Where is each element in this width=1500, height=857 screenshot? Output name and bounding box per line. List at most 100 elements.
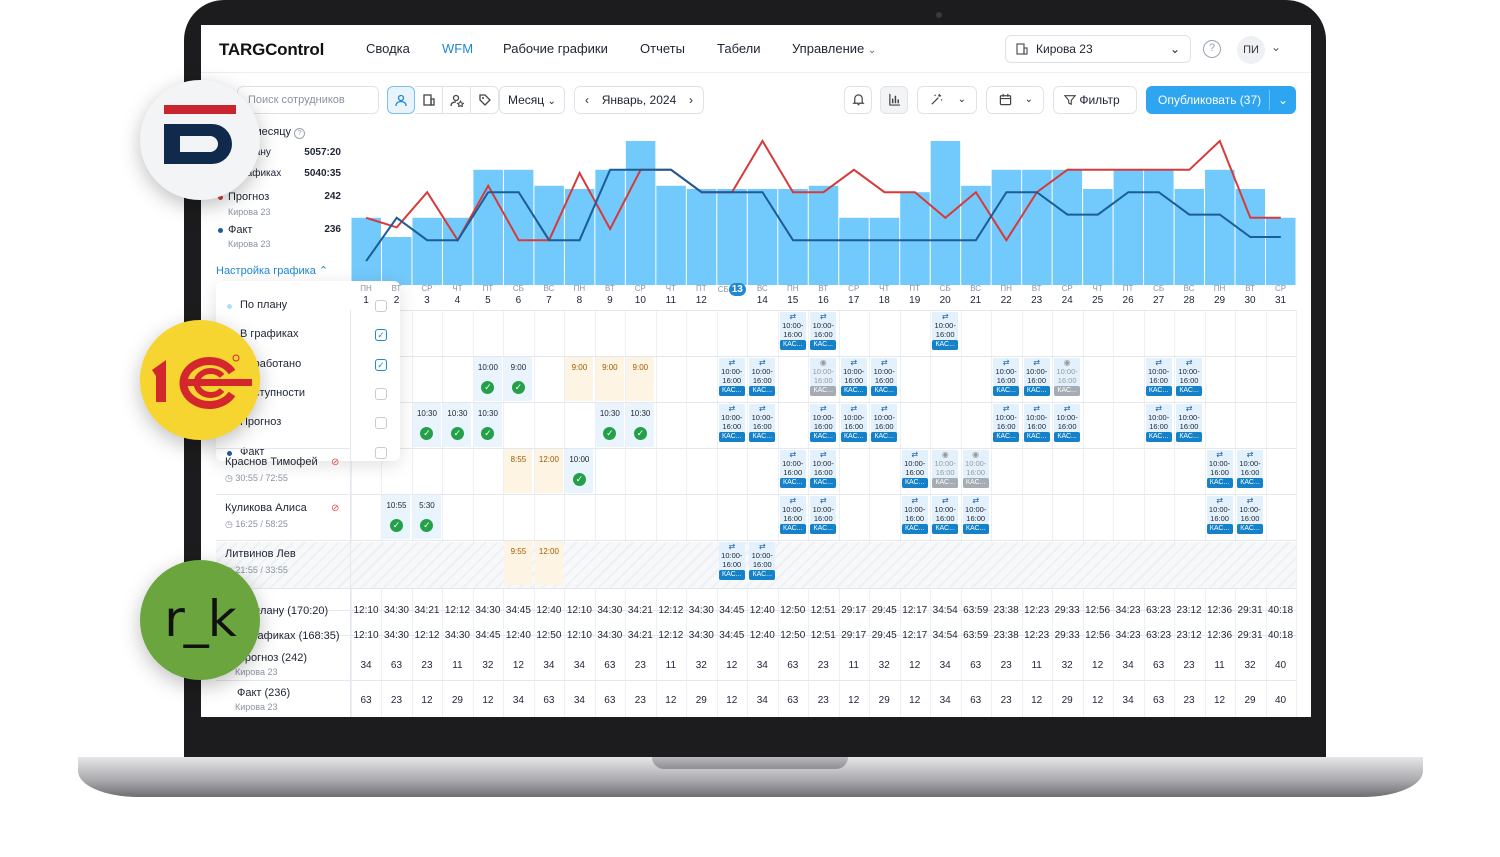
chevron-right-icon[interactable]: ›: [689, 93, 693, 107]
chart-bar[interactable]: [961, 185, 991, 285]
chart-bar[interactable]: [625, 141, 656, 285]
shift-card[interactable]: ⇄ 10:00-16:00 КАС...: [871, 358, 898, 396]
day-header[interactable]: ПН 8: [564, 283, 594, 307]
filter-button[interactable]: Фильтр: [1053, 86, 1137, 114]
shift-card[interactable]: ⇄ 10:00-16:00 КАС...: [718, 358, 745, 396]
chart-bar[interactable]: [534, 185, 564, 285]
calendar-button[interactable]: ⌄: [986, 86, 1044, 114]
shift-card[interactable]: ⇄ 10:00-16:00 КАС...: [840, 404, 867, 442]
day-header[interactable]: ПН 29: [1205, 283, 1235, 307]
shift-card[interactable]: ◉ 10:00-16:00 КАС...: [932, 450, 959, 488]
chart-bar[interactable]: [686, 189, 717, 285]
chart-bar[interactable]: [1144, 169, 1174, 285]
chart-bar[interactable]: [351, 217, 381, 285]
nav-timesheets[interactable]: Табели: [717, 41, 761, 56]
shift-card[interactable]: ⇄ 10:00-16:00 КАС...: [932, 312, 959, 350]
settings-option-label[interactable]: По плану: [240, 299, 288, 311]
chart-bar[interactable]: [747, 189, 778, 285]
settings-option-checkbox[interactable]: [375, 300, 387, 312]
day-header[interactable]: ПТ 5: [473, 283, 503, 307]
eye-off-icon[interactable]: ⊘: [331, 457, 340, 468]
shift-card[interactable]: ⇄ 10:00-16:00 КАС...: [779, 450, 806, 488]
time-cell[interactable]: 9:00: [626, 357, 655, 401]
chart-bar[interactable]: [900, 192, 930, 285]
chart-bar[interactable]: [930, 141, 961, 285]
schedule-settings-link[interactable]: Настройка графика ⌃: [216, 265, 329, 277]
shift-card[interactable]: ⇄ 10:00-16:00 КАС...: [749, 404, 776, 442]
time-cell[interactable]: 10:00 ✓: [473, 357, 502, 401]
chart-bar[interactable]: [503, 169, 534, 285]
chart-bar[interactable]: [1052, 169, 1083, 285]
day-header[interactable]: ВТ 2: [381, 283, 411, 307]
time-cell[interactable]: 5:30 ✓: [412, 495, 441, 539]
tags-view-button[interactable]: [471, 86, 499, 114]
chart-bar[interactable]: [412, 217, 442, 285]
shift-card[interactable]: ⇄ 10:00-16:00 КАС...: [1023, 358, 1050, 396]
time-cell[interactable]: 8:55: [504, 449, 533, 493]
day-header[interactable]: ПТ 26: [1113, 283, 1143, 307]
chart-bar[interactable]: [381, 237, 412, 285]
day-header[interactable]: ВС 7: [534, 283, 564, 307]
store-select[interactable]: Кирова 23 ⌄: [1005, 35, 1191, 63]
publish-button[interactable]: Опубликовать (37) ⌄: [1146, 86, 1296, 114]
period-picker[interactable]: ‹ Январь, 2024 ›: [574, 86, 704, 114]
day-header[interactable]: ВС 21: [961, 283, 991, 307]
settings-option-checkbox[interactable]: ✓: [375, 358, 387, 371]
shift-card[interactable]: ⇄ 10:00-16:00 КАС...: [810, 450, 837, 488]
day-header[interactable]: ПТ 19: [900, 283, 930, 307]
day-header[interactable]: СБ 6: [503, 283, 533, 307]
day-header[interactable]: СР 10: [625, 283, 655, 307]
time-cell[interactable]: 9:55: [504, 541, 533, 585]
shift-card[interactable]: ⇄ 10:00-16:00 КАС...: [901, 496, 928, 534]
chevron-left-icon[interactable]: ‹: [585, 93, 589, 107]
avatar[interactable]: ПИ: [1237, 36, 1265, 64]
shift-card[interactable]: ⇄ 10:00-16:00 КАС...: [1145, 358, 1172, 396]
shift-card[interactable]: ⇄ 10:00-16:00 КАС...: [840, 358, 867, 396]
nav-wfm[interactable]: WFM: [432, 25, 484, 73]
nav-reports[interactable]: Отчеты: [640, 41, 685, 56]
nav-management[interactable]: Управление ⌄: [792, 41, 877, 56]
chart-bar[interactable]: [1205, 169, 1235, 285]
day-header[interactable]: ЧТ 18: [869, 283, 899, 307]
shift-card[interactable]: ⇄ 10:00-16:00 КАС...: [993, 404, 1020, 442]
day-header[interactable]: ВТ 9: [595, 283, 625, 307]
chart-bar[interactable]: [778, 189, 808, 285]
shift-card[interactable]: ⇄ 10:00-16:00 КАС...: [932, 496, 959, 534]
shift-card[interactable]: ⇄ 10:00-16:00 КАС...: [1176, 404, 1203, 442]
time-cell[interactable]: 10:30 ✓: [595, 403, 624, 447]
shift-card[interactable]: ⇄ 10:00-16:00 КАС...: [749, 358, 776, 396]
chart-bar[interactable]: [442, 217, 473, 285]
shift-card[interactable]: ◉ 10:00-16:00 КАС...: [810, 358, 837, 396]
shift-card[interactable]: ⇄ 10:00-16:00 КАС...: [1237, 450, 1264, 488]
positions-view-button[interactable]: [443, 86, 471, 114]
time-cell[interactable]: 9:00: [595, 357, 624, 401]
time-cell[interactable]: 12:00: [534, 449, 563, 493]
notifications-button[interactable]: [844, 86, 872, 114]
employee-name[interactable]: Куликова Алиса: [225, 502, 307, 514]
settings-option-label[interactable]: Прогноз: [240, 416, 282, 429]
day-header[interactable]: ПН 22: [991, 283, 1021, 307]
employee-name[interactable]: Краснов Тимофей: [225, 456, 318, 468]
settings-option-checkbox[interactable]: [375, 417, 387, 430]
stores-view-button[interactable]: [415, 86, 443, 114]
nav-summary[interactable]: Сводка: [366, 41, 410, 56]
time-cell[interactable]: 10:55 ✓: [382, 495, 411, 539]
nav-work-schedules[interactable]: Рабочие графики: [503, 41, 608, 56]
day-header[interactable]: ВС 14: [747, 283, 777, 307]
shift-card[interactable]: ⇄ 10:00-16:00 КАС...: [1237, 496, 1264, 534]
chevron-down-icon[interactable]: ⌄: [1271, 40, 1282, 54]
day-header[interactable]: ПТ 12: [686, 283, 716, 307]
period-mode-select[interactable]: Месяц ⌄: [499, 86, 565, 114]
chart-bar[interactable]: [808, 185, 839, 285]
day-header[interactable]: СБ 13: [717, 283, 747, 296]
chart-bar[interactable]: [869, 217, 900, 285]
employee-name[interactable]: Литвинов Лев: [225, 548, 296, 560]
shift-card[interactable]: ⇄ 10:00-16:00 КАС...: [1206, 496, 1233, 534]
day-header[interactable]: ВТ 30: [1235, 283, 1265, 307]
day-header[interactable]: ВТ 23: [1022, 283, 1052, 307]
employees-view-button[interactable]: [387, 86, 415, 114]
chart-toggle-button[interactable]: [880, 86, 908, 114]
time-cell[interactable]: 12:00: [534, 541, 563, 585]
chart-bar[interactable]: [1266, 217, 1296, 285]
shift-card[interactable]: ⇄ 10:00-16:00 КАС...: [810, 496, 837, 534]
